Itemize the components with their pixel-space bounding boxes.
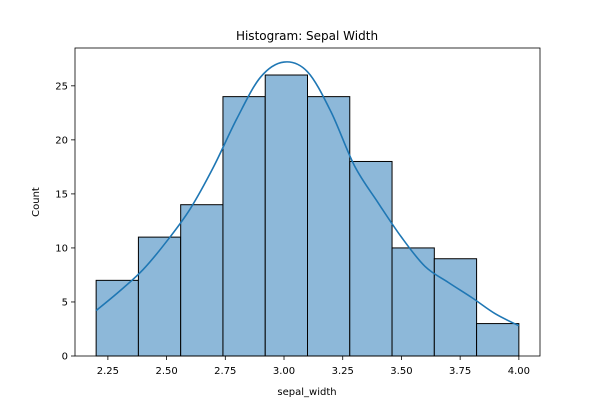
chart-title: Histogram: Sepal Width <box>236 29 378 43</box>
y-tick-label: 0 <box>62 352 68 363</box>
y-tick-label: 25 <box>55 81 68 92</box>
y-tick-label: 15 <box>55 189 68 200</box>
x-axis-label: sepal_width <box>277 387 336 398</box>
x-tick-label: 2.50 <box>155 366 177 377</box>
x-tick-label: 2.75 <box>214 366 236 377</box>
y-tick-label: 10 <box>55 243 68 254</box>
histogram-bar <box>180 204 224 357</box>
histogram-bar <box>476 323 520 357</box>
x-tick-label: 4.00 <box>508 366 530 377</box>
histogram-bar <box>307 96 351 357</box>
kde-line <box>95 61 520 327</box>
y-tick-label: 5 <box>62 297 68 308</box>
y-axis-ticks: 0 5 10 15 20 25 <box>55 81 75 363</box>
histogram-bar <box>137 236 182 357</box>
y-axis-label: Count <box>31 187 42 217</box>
histogram-bar <box>95 279 139 357</box>
x-tick-label: 3.50 <box>390 366 412 377</box>
x-tick-label: 2.25 <box>97 366 119 377</box>
x-tick-label: 3.00 <box>273 366 295 377</box>
x-axis-ticks: 2.25 2.50 2.75 3.00 3.25 3.50 3.75 4.00 <box>97 356 530 377</box>
x-tick-label: 3.75 <box>449 366 471 377</box>
histogram-bar <box>391 247 435 357</box>
histogram-bar <box>433 258 478 357</box>
y-tick-label: 20 <box>55 135 68 146</box>
x-tick-label: 3.25 <box>332 366 354 377</box>
histogram-bar <box>349 160 393 357</box>
plot-area-frame <box>74 47 541 357</box>
histogram-bar <box>264 74 308 357</box>
bars-group <box>95 74 520 357</box>
